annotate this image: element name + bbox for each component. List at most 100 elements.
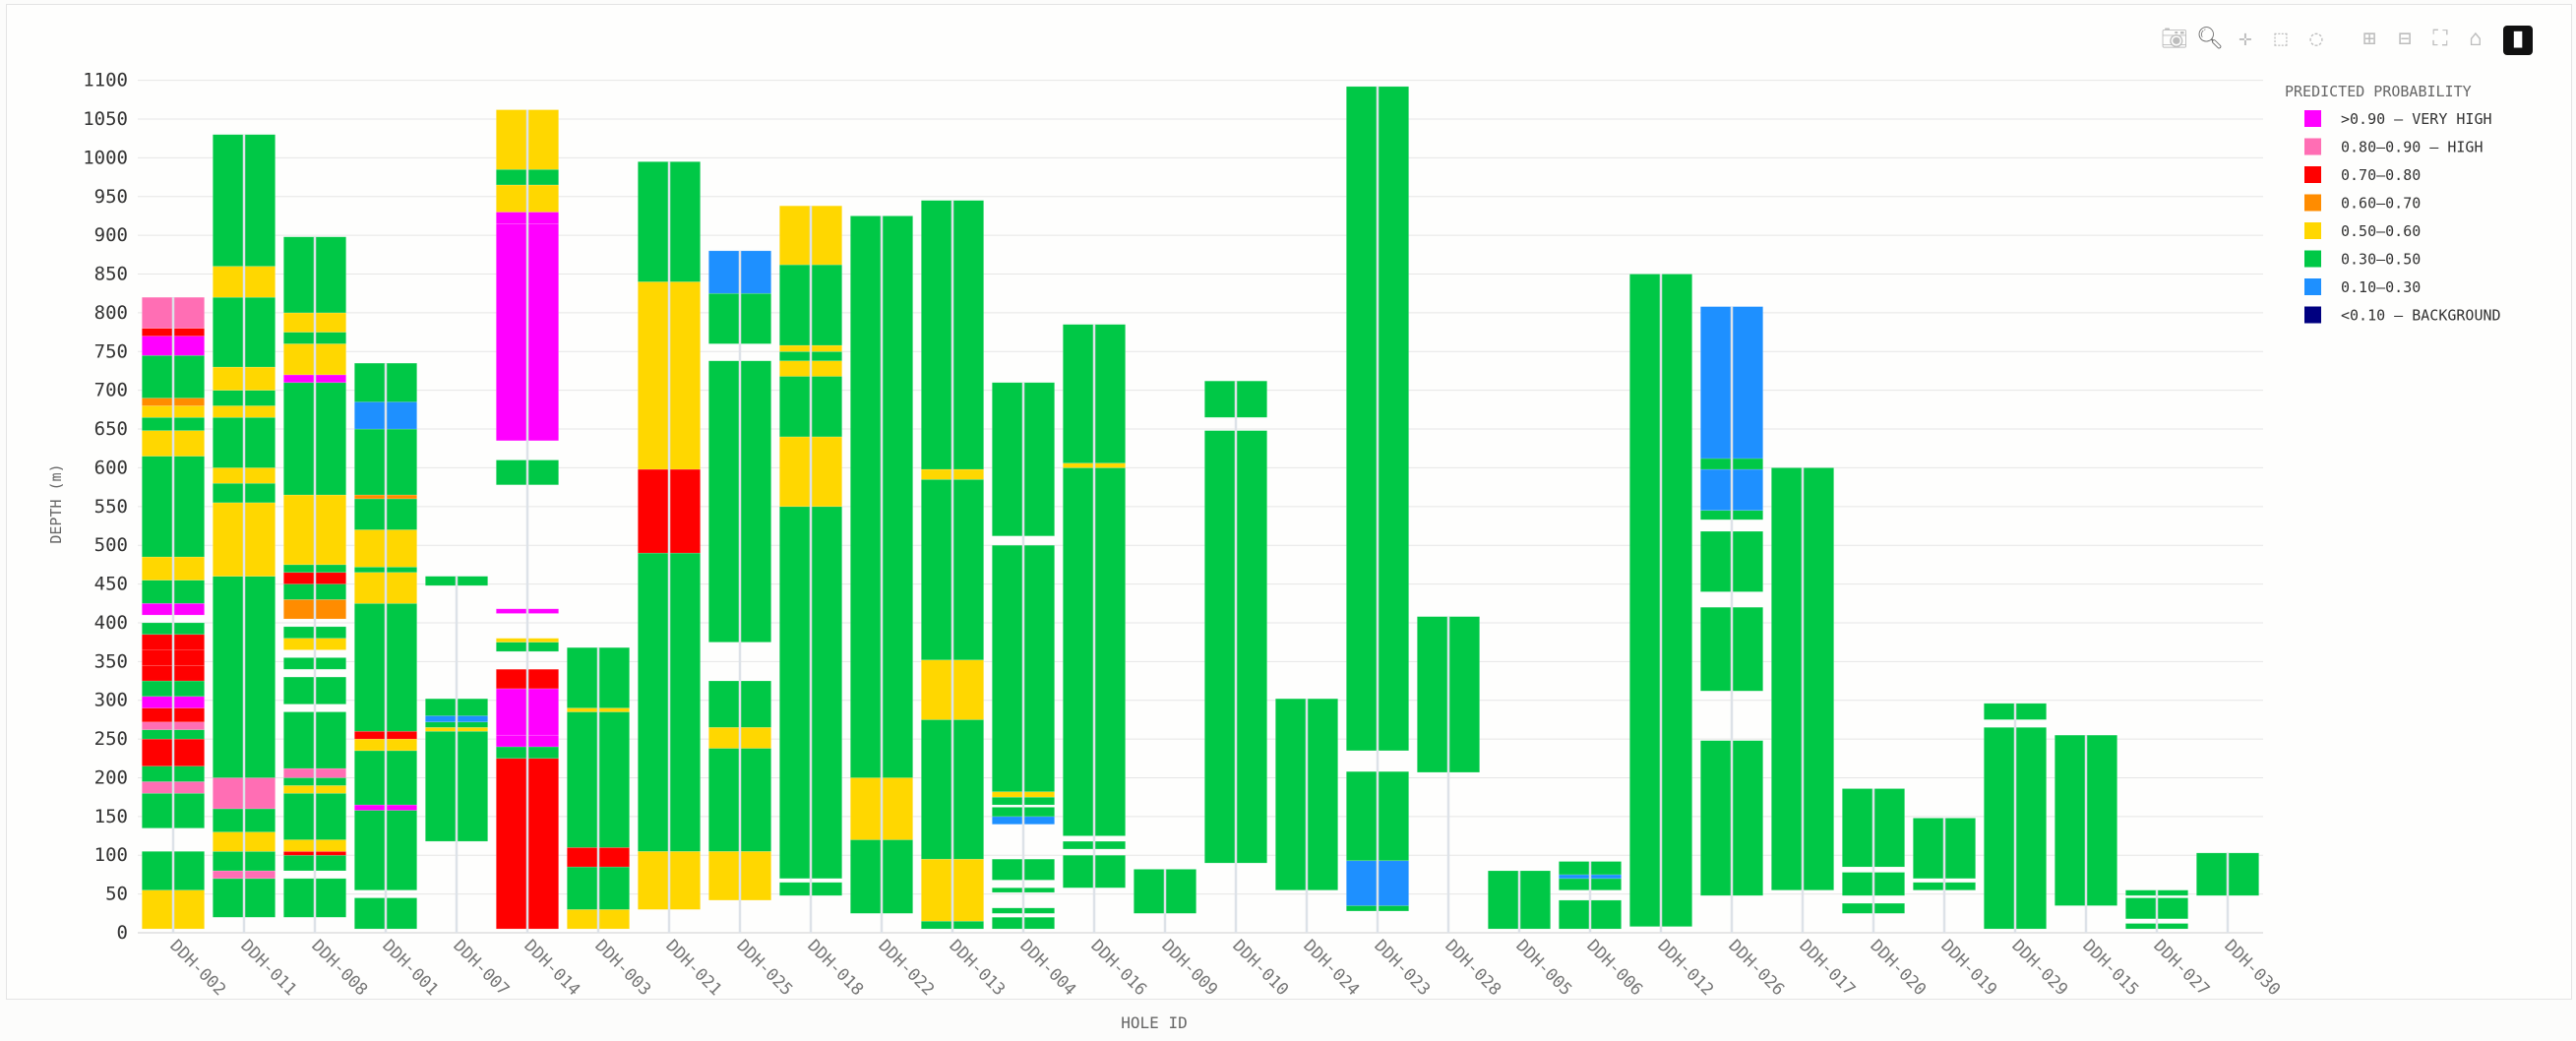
- legend-label: 0.60–0.70: [2341, 195, 2421, 213]
- hole-ddh-022[interactable]: [850, 215, 913, 933]
- y-tick-label: 1000: [83, 147, 128, 168]
- legend-label: >0.90 — VERY HIGH: [2341, 110, 2492, 128]
- hole-ddh-008[interactable]: [283, 236, 346, 933]
- legend-swatch: [2304, 138, 2321, 155]
- x-tick-label: DDH-015: [2078, 936, 2142, 1000]
- x-tick-label: DDH-007: [449, 936, 513, 1000]
- x-tick-label: DDH-012: [1653, 936, 1717, 1000]
- hole-ddh-007[interactable]: [425, 576, 488, 933]
- x-tick-label: DDH-014: [520, 936, 583, 1000]
- legend-swatch: [2304, 306, 2321, 324]
- legend-swatch: [2304, 278, 2321, 295]
- y-tick-label: 550: [94, 496, 128, 518]
- hole-ddh-029[interactable]: [1984, 703, 2047, 933]
- y-tick-label: 0: [117, 922, 128, 944]
- legend-item[interactable]: 0.50–0.60: [2304, 222, 2421, 240]
- y-tick-label: 950: [94, 186, 128, 208]
- hole-ddh-019[interactable]: [1913, 818, 1976, 933]
- x-tick-label: DDH-009: [1157, 936, 1221, 1000]
- camera-icon[interactable]: 📷︎: [2161, 27, 2188, 51]
- x-tick-label: DDH-008: [307, 936, 371, 1000]
- hole-ddh-020[interactable]: [1842, 788, 1905, 933]
- box-select-icon[interactable]: ⬚: [2274, 27, 2288, 51]
- legend-item[interactable]: 0.60–0.70: [2304, 194, 2421, 213]
- hole-ddh-001[interactable]: [354, 362, 417, 933]
- hole-ddh-012[interactable]: [1629, 274, 1692, 933]
- legend-swatch: [2304, 110, 2321, 127]
- hole-ddh-025[interactable]: [708, 250, 771, 933]
- legend-item[interactable]: 0.30–0.50: [2304, 250, 2421, 269]
- y-tick-label: 50: [105, 884, 128, 905]
- hole-ddh-030[interactable]: [2196, 852, 2259, 933]
- zoom-icon[interactable]: 🔍︎: [2196, 27, 2224, 51]
- y-tick-label: 500: [94, 534, 128, 556]
- hole-ddh-017[interactable]: [1771, 467, 1834, 933]
- legend-label: 0.10–0.30: [2341, 278, 2421, 296]
- legend-item[interactable]: <0.10 — BACKGROUND: [2304, 306, 2501, 325]
- legend-swatch: [2304, 250, 2321, 268]
- zoom-in-icon[interactable]: ⊞: [2362, 27, 2376, 51]
- x-tick-label: DDH-025: [732, 936, 796, 1000]
- x-tick-labels: DDH-002 DDH-011 DDH-008 DDH-001 DDH-007 DDH-0…: [165, 936, 2284, 1000]
- x-tick-label: DDH-017: [1795, 936, 1859, 1000]
- legend-item[interactable]: >0.90 — VERY HIGH: [2304, 110, 2492, 128]
- hole-ddh-026[interactable]: [1700, 306, 1763, 933]
- reset-axes-icon[interactable]: ⌂: [2469, 27, 2483, 51]
- x-tick-label: DDH-026: [1724, 936, 1788, 1000]
- legend-item[interactable]: 0.10–0.30: [2304, 278, 2421, 296]
- legend-label: 0.50–0.60: [2341, 222, 2421, 240]
- hole-ddh-027[interactable]: [2125, 889, 2188, 933]
- lasso-select-icon[interactable]: ◌: [2309, 27, 2323, 51]
- plotly-logo-icon[interactable]: ▐▌: [2503, 26, 2533, 55]
- y-tick-label: 400: [94, 612, 128, 634]
- x-tick-label: DDH-022: [874, 936, 938, 1000]
- hole-ddh-013[interactable]: [921, 200, 984, 933]
- y-tick-label: 100: [94, 844, 128, 866]
- x-tick-label: DDH-024: [1299, 936, 1363, 1000]
- hole-ddh-002[interactable]: [142, 296, 205, 933]
- hole-ddh-024[interactable]: [1275, 698, 1338, 933]
- legend-item[interactable]: 0.70–0.80: [2304, 166, 2421, 184]
- gridlines: [138, 80, 2263, 934]
- y-tick-label: 150: [94, 806, 128, 827]
- x-tick-label: DDH-020: [1866, 936, 1930, 1000]
- x-tick-label: DDH-028: [1441, 936, 1504, 1000]
- hole-ddh-005[interactable]: [1488, 870, 1551, 933]
- hole-ddh-018[interactable]: [779, 205, 842, 933]
- hole-ddh-021[interactable]: [638, 161, 701, 933]
- x-tick-label: DDH-005: [1511, 936, 1575, 1000]
- x-axis-label: HOLE ID: [1121, 1013, 1187, 1032]
- y-tick-label: 900: [94, 224, 128, 246]
- legend-swatch: [2304, 166, 2321, 183]
- hole-ddh-015[interactable]: [2055, 734, 2117, 933]
- legend-swatch: [2304, 222, 2321, 239]
- hole-ddh-006[interactable]: [1559, 861, 1622, 933]
- hole-ddh-011[interactable]: [213, 134, 276, 933]
- x-tick-label: DDH-013: [945, 936, 1009, 1000]
- y-tick-label: 1050: [83, 108, 128, 130]
- hole-ddh-010[interactable]: [1204, 380, 1267, 933]
- hole-ddh-016[interactable]: [1063, 324, 1126, 933]
- hole-ddh-009[interactable]: [1134, 869, 1196, 933]
- x-tick-label: DDH-030: [2220, 936, 2284, 1000]
- modebar: 📷︎ 🔍︎ ✛ ⬚ ◌ ⊞ ⊟ ⛶ ⌂ ▐▌: [2161, 26, 2533, 55]
- y-tick-labels: 0 50 100 150 200 250 300 350 400 450 500 550 600 650 7…: [83, 70, 128, 944]
- legend-item[interactable]: 0.80–0.90 — HIGH: [2304, 138, 2484, 156]
- hole-ddh-028[interactable]: [1417, 616, 1480, 933]
- hole-ddh-023[interactable]: [1346, 86, 1409, 933]
- x-tick-label: DDH-002: [165, 936, 229, 1000]
- y-tick-label: 250: [94, 728, 128, 750]
- y-tick-label: 600: [94, 457, 128, 478]
- x-tick-label: DDH-027: [2149, 936, 2213, 1000]
- x-tick-label: DDH-029: [2007, 936, 2071, 1000]
- hole-ddh-004[interactable]: [992, 382, 1055, 933]
- hole-ddh-014[interactable]: [496, 109, 559, 933]
- y-tick-label: 450: [94, 574, 128, 595]
- x-tick-label: DDH-011: [236, 936, 300, 1000]
- zoom-out-icon[interactable]: ⊟: [2398, 27, 2412, 51]
- y-tick-label: 800: [94, 302, 128, 324]
- hole-ddh-003[interactable]: [567, 646, 630, 933]
- pan-icon[interactable]: ✛: [2239, 27, 2252, 51]
- autoscale-icon[interactable]: ⛶: [2432, 27, 2448, 51]
